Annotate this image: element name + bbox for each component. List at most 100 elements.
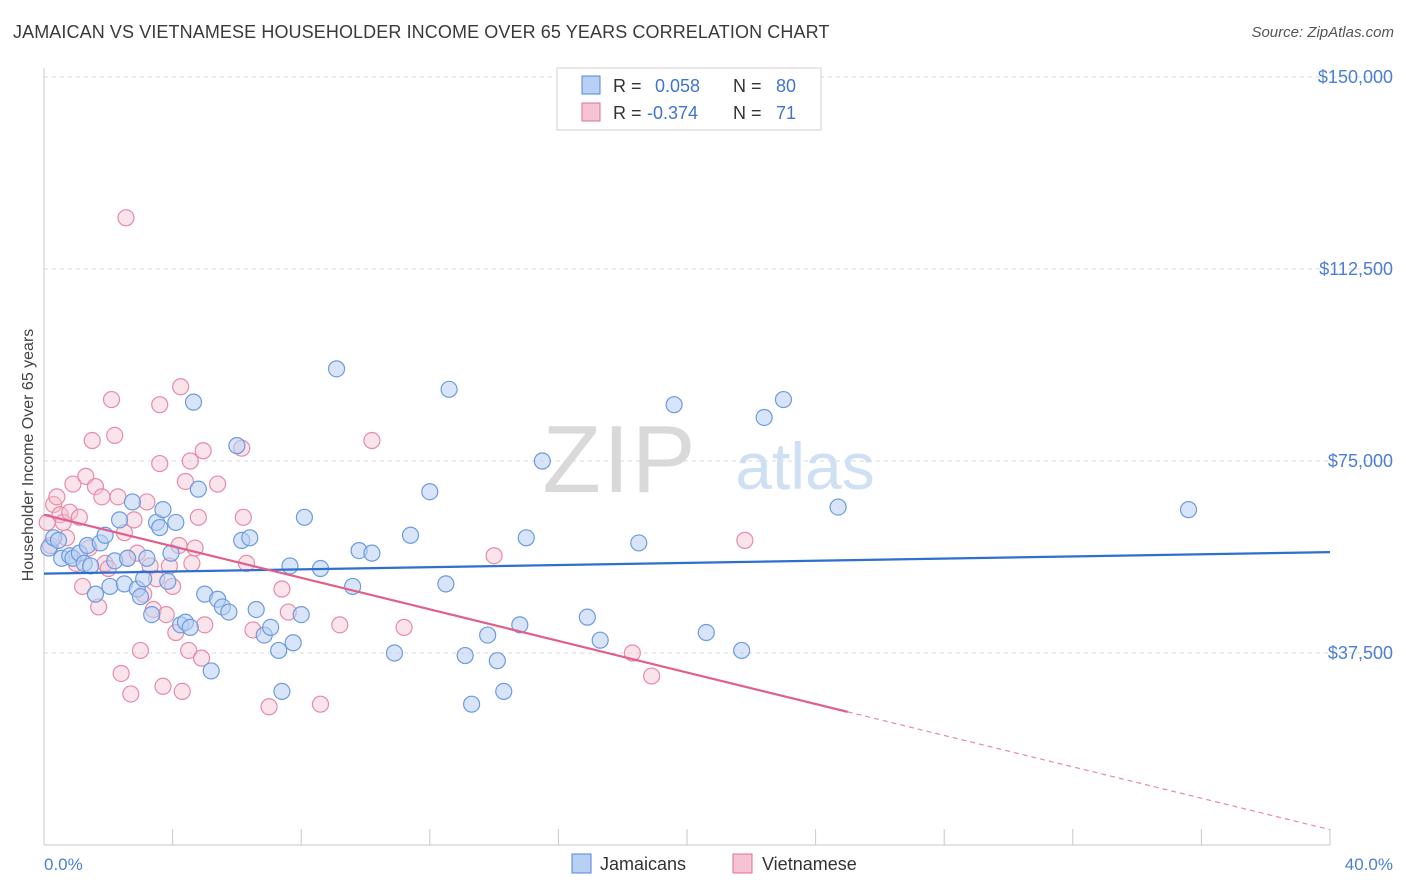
point-vietnamese [102,390,121,409]
legend-swatch-vietnamese [581,102,601,122]
point-jamaicans [755,408,773,427]
point-jamaicans [488,652,506,670]
point-jamaicans [135,570,153,588]
chart-title: JAMAICAN VS VIETNAMESE HOUSEHOLDER INCOM… [13,22,830,42]
point-vietnamese [86,478,105,496]
y-tick-labels: $37,500 $75,000 $112,500 $150,000 [1318,67,1393,663]
point-vietnamese [273,580,291,598]
point-jamaicans [202,662,220,680]
point-vietnamese [138,493,156,511]
point-jamaicans [363,544,381,562]
point-jamaicans [462,695,481,713]
point-jamaicans [1179,501,1198,519]
point-jamaicans [591,631,609,649]
data-points [38,209,1198,716]
point-vietnamese [395,618,413,637]
point-jamaicans [86,585,105,603]
watermark-zip: ZIP [542,406,697,513]
point-vietnamese [311,695,330,713]
point-jamaicans [49,531,68,549]
point-jamaicans [159,572,177,590]
y-axis-label: Householder Income Over 65 years [20,329,37,582]
point-jamaicans [110,511,129,529]
source-credit: Source: ZipAtlas.com [1251,24,1394,41]
point-jamaicans [167,513,185,532]
y-tick-label: $112,500 [1319,259,1393,279]
point-vietnamese [180,641,198,660]
point-vietnamese [131,641,150,660]
point-jamaicans [118,549,137,567]
point-vietnamese [192,649,211,667]
point-vietnamese [643,667,661,685]
point-vietnamese [189,508,207,526]
point-vietnamese [172,378,190,396]
point-vietnamese [176,472,195,491]
point-vietnamese [83,431,101,450]
point-jamaicans [421,483,439,501]
y-tick-label: $37,500 [1328,643,1393,663]
point-jamaicans [774,390,793,409]
legend-n-label-1: N = [733,76,762,96]
point-jamaicans [82,557,100,575]
point-jamaicans [327,360,346,378]
point-jamaicans [456,646,474,665]
point-vietnamese [106,426,124,444]
point-jamaicans [270,641,288,660]
watermark: ZIP atlas [542,406,874,513]
point-jamaicans [181,618,199,637]
legend-n-label-2: N = [733,103,762,123]
axes [43,68,1331,846]
point-vietnamese [93,488,111,506]
point-vietnamese [154,677,172,695]
point-jamaicans [184,393,203,411]
legend-r-value-1: 0.058 [655,76,700,96]
point-jamaicans [578,608,596,626]
trend-line-vietnamese [43,513,849,713]
y-tick-label: $150,000 [1318,67,1393,87]
point-jamaicans [401,526,420,544]
correlation-legend: R = 0.058 N = 80 R = -0.374 N = 71 [556,67,822,131]
point-jamaicans [123,493,142,511]
legend-r-value-2: -0.374 [647,103,698,123]
watermark-atlas: atlas [735,429,874,503]
point-jamaicans [440,380,458,398]
point-vietnamese [125,511,143,529]
point-vietnamese [485,547,503,565]
point-vietnamese [173,682,191,701]
point-vietnamese [48,488,66,506]
trend-line-vietnamese-extension [847,711,1331,831]
point-jamaicans [138,549,156,567]
point-jamaicans [281,557,299,575]
y-tick-label: $75,000 [1328,451,1393,471]
x-tick-label-min: 0.0% [44,855,83,874]
point-jamaicans [151,518,169,537]
point-jamaicans [511,616,529,634]
trend-line-jamaicans [43,551,1331,575]
point-vietnamese [194,442,212,460]
point-jamaicans [697,623,715,642]
point-jamaicans [295,508,314,526]
point-jamaicans [630,534,648,552]
point-vietnamese [117,209,135,227]
trend-lines [43,513,1331,831]
point-jamaicans [228,437,246,455]
legend-n-value-1: 80 [776,76,796,96]
point-vietnamese [234,508,252,526]
point-vietnamese [331,616,349,634]
point-jamaicans [533,452,551,470]
point-vietnamese [122,685,140,703]
legend-r-label-1: R = [613,76,642,96]
point-jamaicans [437,575,455,593]
bottom-legend-swatch-jamaicans [571,853,592,874]
point-vietnamese [151,454,169,473]
point-jamaicans [495,682,513,701]
legend-swatch-jamaicans [581,75,601,95]
point-jamaicans [247,600,265,619]
bottom-legend-label-jamaicans: Jamaicans [600,854,686,874]
point-jamaicans [154,501,172,519]
point-jamaicans [665,396,683,414]
point-vietnamese [209,475,227,493]
point-jamaicans [284,634,302,652]
point-vietnamese [196,616,214,634]
